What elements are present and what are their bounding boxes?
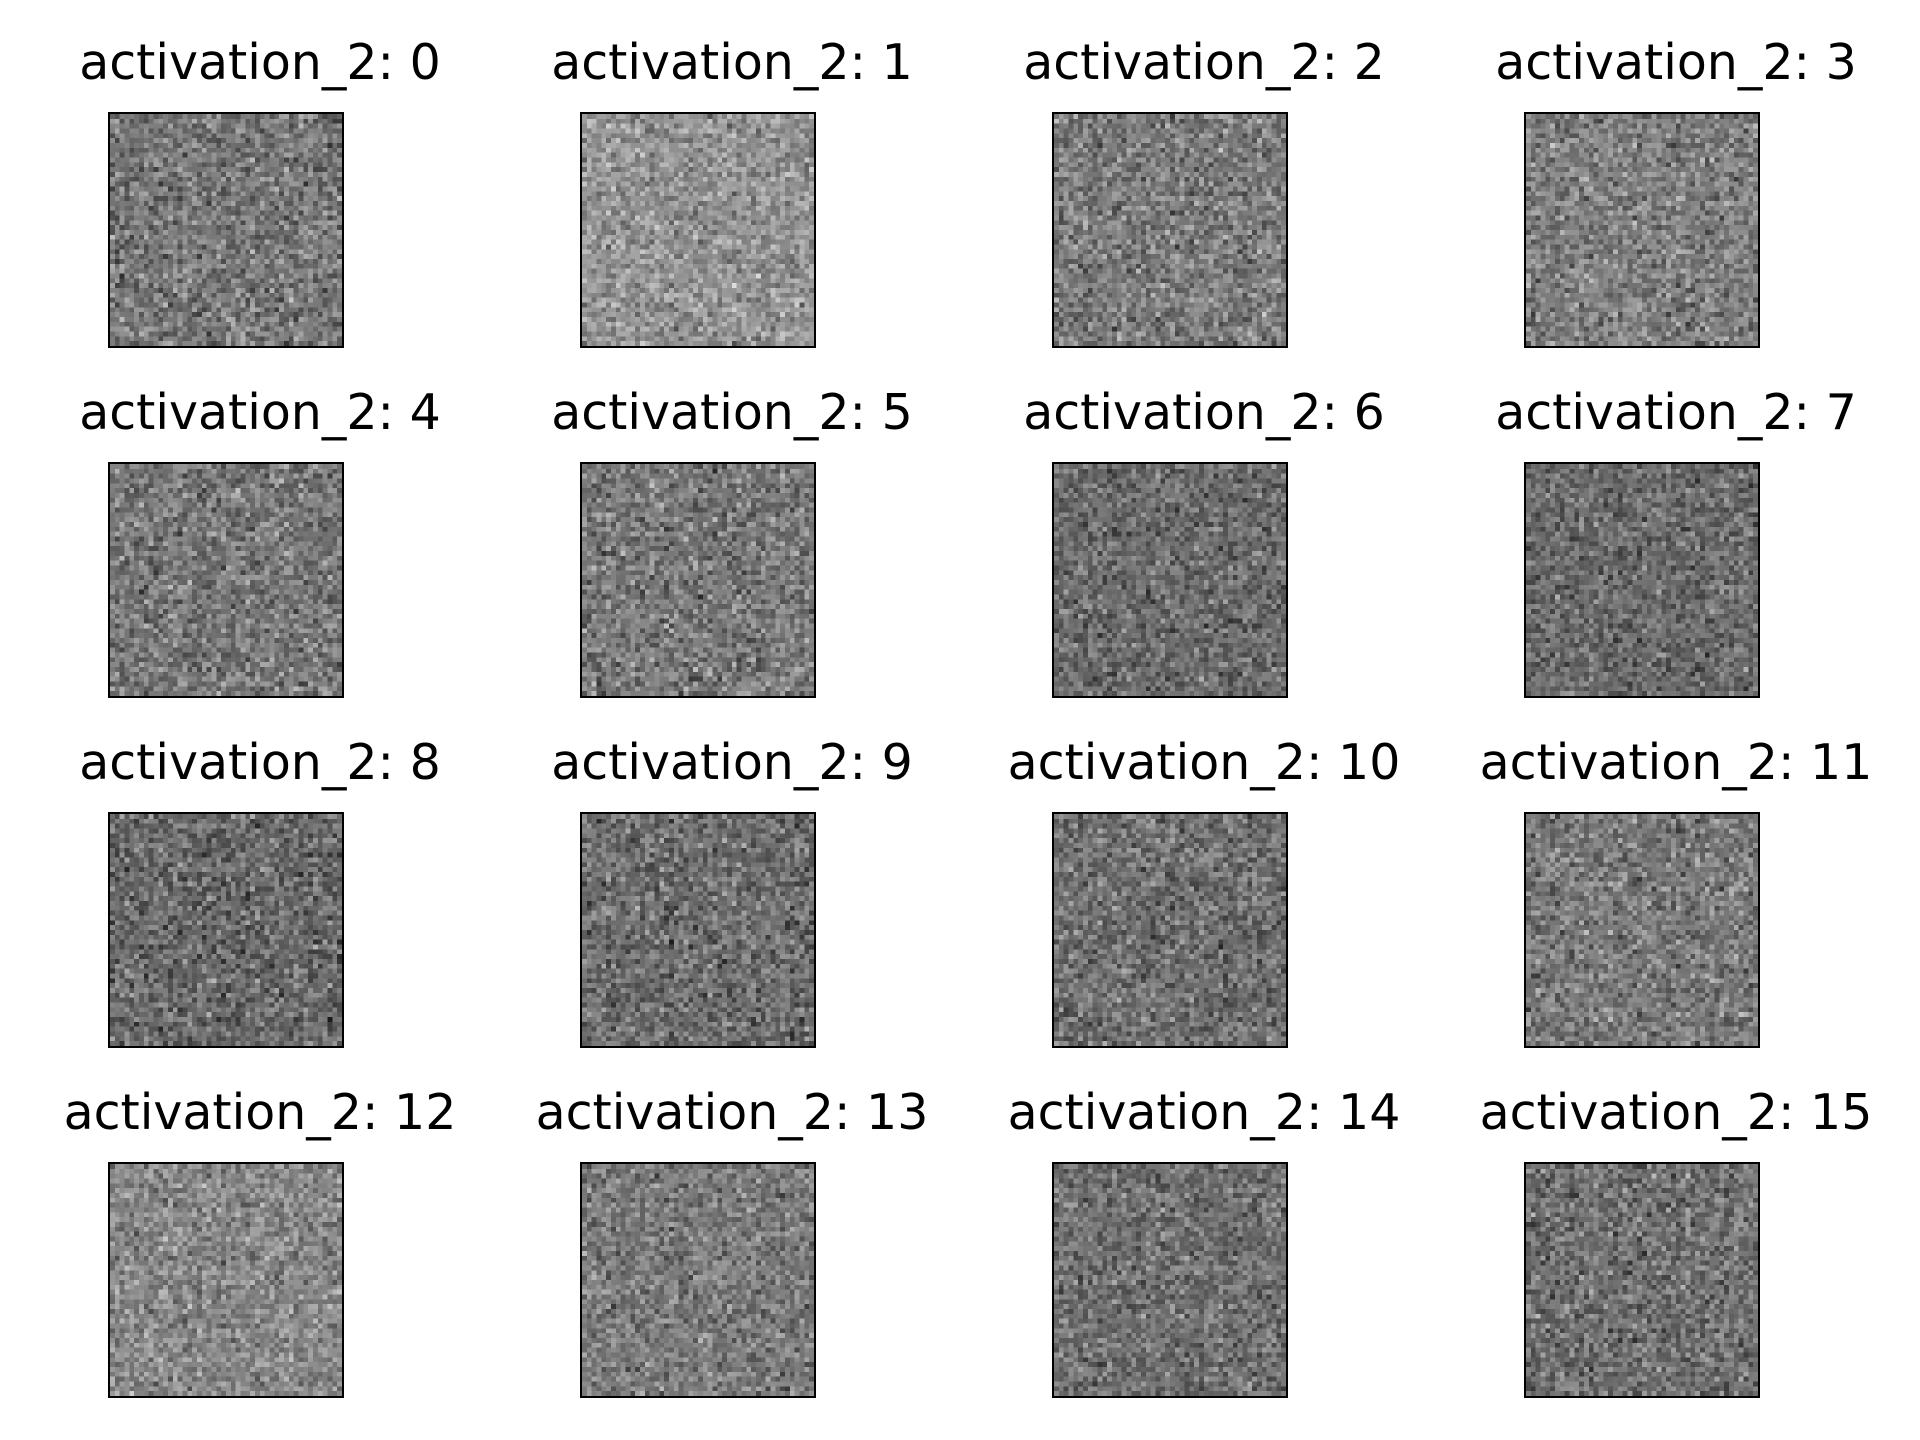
panel-title: activation_2: 12 bbox=[24, 1082, 496, 1144]
panel-title: activation_2: 14 bbox=[968, 1082, 1440, 1144]
activation-heatmap bbox=[1052, 462, 1288, 698]
activation-panel: activation_2: 11 bbox=[1440, 732, 1912, 1072]
panel-title: activation_2: 7 bbox=[1440, 382, 1912, 444]
activation-heatmap bbox=[108, 112, 344, 348]
activation-panel: activation_2: 2 bbox=[968, 32, 1440, 372]
activation-panel: activation_2: 4 bbox=[24, 382, 496, 722]
activation-heatmap bbox=[580, 812, 816, 1048]
activation-panel: activation_2: 14 bbox=[968, 1082, 1440, 1422]
activation-panel: activation_2: 12 bbox=[24, 1082, 496, 1422]
activation-pixel-map bbox=[582, 114, 814, 346]
activation-pixel-map bbox=[582, 814, 814, 1046]
activation-heatmap bbox=[108, 462, 344, 698]
activation-heatmap bbox=[1052, 812, 1288, 1048]
activation-pixel-map bbox=[1054, 1164, 1286, 1396]
activation-pixel-map bbox=[1054, 114, 1286, 346]
activation-pixel-map bbox=[110, 464, 342, 696]
activation-heatmap bbox=[580, 112, 816, 348]
activation-pixel-map bbox=[582, 464, 814, 696]
activation-heatmap bbox=[1524, 112, 1760, 348]
panel-title: activation_2: 11 bbox=[1440, 732, 1912, 794]
panel-title: activation_2: 5 bbox=[496, 382, 968, 444]
activation-panel: activation_2: 1 bbox=[496, 32, 968, 372]
activation-panel: activation_2: 3 bbox=[1440, 32, 1912, 372]
panel-title: activation_2: 1 bbox=[496, 32, 968, 94]
panel-title: activation_2: 10 bbox=[968, 732, 1440, 794]
activation-panel: activation_2: 15 bbox=[1440, 1082, 1912, 1422]
activation-heatmap bbox=[1052, 1162, 1288, 1398]
panel-title: activation_2: 9 bbox=[496, 732, 968, 794]
activation-heatmap bbox=[1052, 112, 1288, 348]
panel-title: activation_2: 4 bbox=[24, 382, 496, 444]
activation-pixel-map bbox=[110, 1164, 342, 1396]
activation-heatmap bbox=[1524, 462, 1760, 698]
activation-heatmap bbox=[108, 1162, 344, 1398]
panel-title: activation_2: 13 bbox=[496, 1082, 968, 1144]
activation-heatmap bbox=[108, 812, 344, 1048]
activation-pixel-map bbox=[1054, 464, 1286, 696]
activation-pixel-map bbox=[1526, 114, 1758, 346]
activation-pixel-map bbox=[1054, 814, 1286, 1046]
activation-panel: activation_2: 0 bbox=[24, 32, 496, 372]
panel-title: activation_2: 2 bbox=[968, 32, 1440, 94]
activation-pixel-map bbox=[110, 114, 342, 346]
activation-pixel-map bbox=[1526, 464, 1758, 696]
panel-title: activation_2: 3 bbox=[1440, 32, 1912, 94]
panel-title: activation_2: 0 bbox=[24, 32, 496, 94]
activation-heatmap bbox=[580, 1162, 816, 1398]
activation-heatmap bbox=[1524, 1162, 1760, 1398]
panel-title: activation_2: 15 bbox=[1440, 1082, 1912, 1144]
activation-pixel-map bbox=[1526, 1164, 1758, 1396]
activation-panel: activation_2: 9 bbox=[496, 732, 968, 1072]
activation-panel: activation_2: 13 bbox=[496, 1082, 968, 1422]
activation-panel: activation_2: 7 bbox=[1440, 382, 1912, 722]
panel-title: activation_2: 8 bbox=[24, 732, 496, 794]
activation-panel: activation_2: 6 bbox=[968, 382, 1440, 722]
activation-heatmap bbox=[1524, 812, 1760, 1048]
activation-pixel-map bbox=[110, 814, 342, 1046]
activation-pixel-map bbox=[582, 1164, 814, 1396]
activation-heatmap bbox=[580, 462, 816, 698]
activation-pixel-map bbox=[1526, 814, 1758, 1046]
panel-title: activation_2: 6 bbox=[968, 382, 1440, 444]
activation-panel: activation_2: 8 bbox=[24, 732, 496, 1072]
activation-panel: activation_2: 10 bbox=[968, 732, 1440, 1072]
activation-panel: activation_2: 5 bbox=[496, 382, 968, 722]
